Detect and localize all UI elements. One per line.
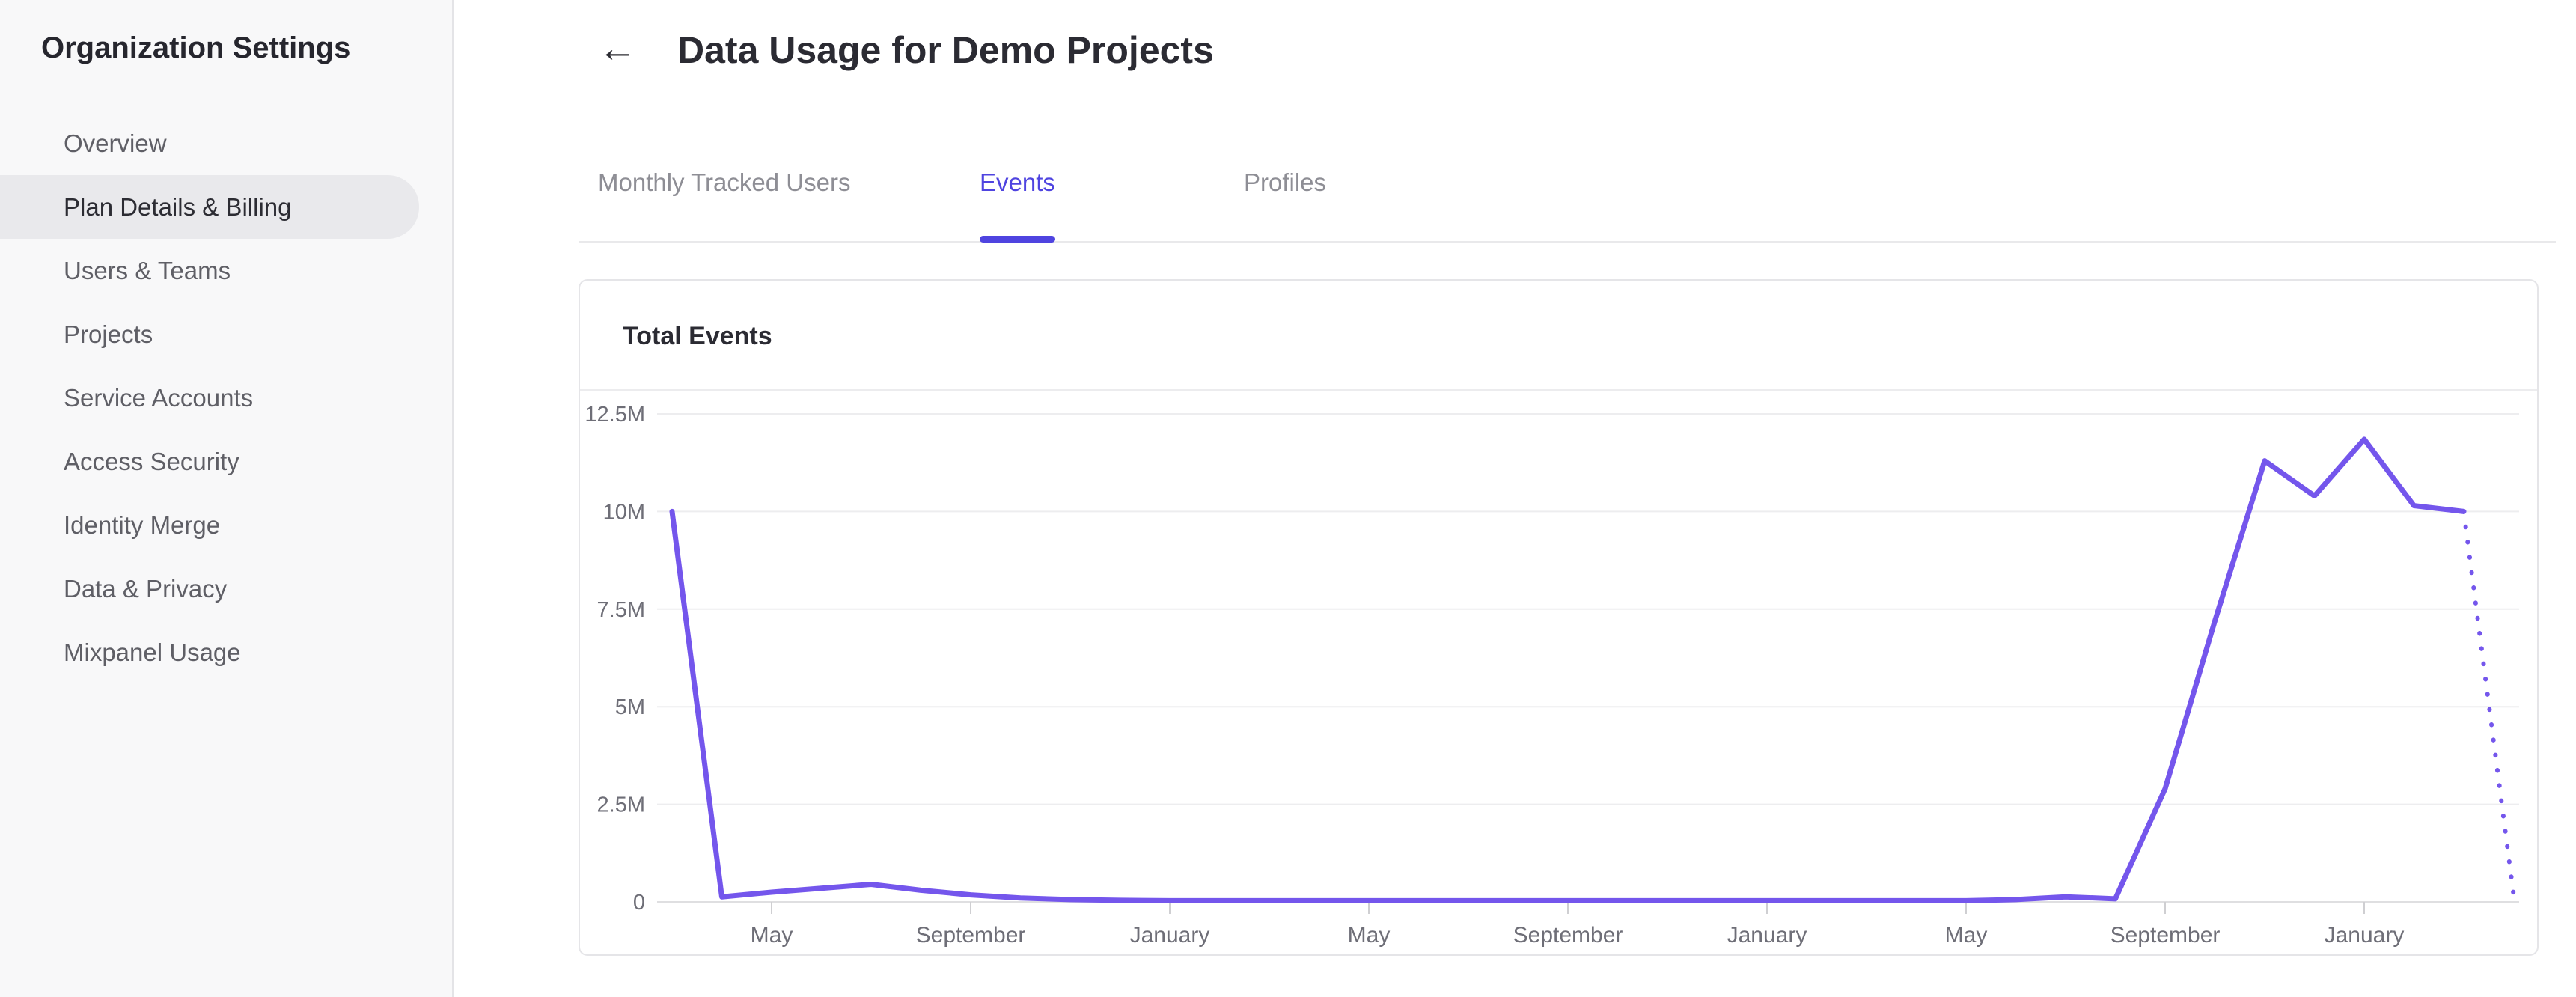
sidebar-item-users-teams[interactable]: Users & Teams: [64, 257, 231, 284]
y-axis-label: 7.5M: [597, 598, 645, 622]
sidebar-title: Organization Settings: [41, 31, 351, 64]
usage-card: Total Events 0 2.5M 5M 7.5M 10M 12.5M May Septe…: [579, 279, 2539, 956]
x-axis-label: January: [2325, 923, 2405, 948]
total-events-projection-line: [2461, 509, 2516, 897]
x-axis-label: January: [1727, 923, 1807, 948]
sidebar-item-service-accounts[interactable]: Service Accounts: [64, 384, 254, 412]
sidebar: Organization Settings Overview Plan Detai…: [0, 0, 454, 997]
y-axis-label: 0: [633, 891, 645, 915]
back-arrow-icon[interactable]: ←: [598, 27, 637, 70]
x-axis-label: January: [1130, 923, 1210, 948]
sidebar-item-projects[interactable]: Projects: [64, 320, 153, 348]
x-axis-label: May: [751, 923, 793, 948]
y-axis-label: 5M: [615, 695, 645, 719]
events-chart: 0 2.5M 5M 7.5M 10M 12.5M May September January Ma…: [585, 403, 2519, 948]
tab-profiles[interactable]: Profiles: [1244, 168, 1327, 196]
page-title: Data Usage for Demo Projects: [677, 29, 1214, 71]
x-axis-label: September: [2110, 923, 2221, 948]
x-axis-label: May: [1945, 923, 1988, 948]
y-axis-label: 12.5M: [585, 403, 645, 427]
sidebar-item-mixpanel-usage[interactable]: Mixpanel Usage: [64, 638, 241, 666]
sidebar-item-overview[interactable]: Overview: [64, 129, 167, 157]
sidebar-item-data-privacy[interactable]: Data & Privacy: [64, 575, 228, 603]
x-axis-label: May: [1348, 923, 1391, 948]
sidebar-nav: Overview Plan Details & Billing Users & Te…: [0, 112, 452, 684]
tab-bar: Monthly Tracked Users Events Profiles: [579, 150, 2556, 243]
usage-card-header: Total Events: [580, 281, 2537, 391]
x-axis-label: September: [916, 923, 1026, 948]
card-title: Total Events: [623, 322, 772, 350]
total-events-line: [669, 436, 2467, 903]
tab-events[interactable]: Events: [980, 168, 1055, 243]
y-axis-label: 10M: [603, 500, 645, 524]
tab-monthly-tracked-users[interactable]: Monthly Tracked Users: [598, 168, 851, 196]
x-axis-label: September: [1513, 923, 1623, 948]
y-axis-label: 2.5M: [597, 793, 645, 817]
sidebar-item-plan-details-billing[interactable]: Plan Details & Billing: [0, 175, 419, 239]
sidebar-item-access-security[interactable]: Access Security: [64, 448, 239, 475]
sidebar-item-identity-merge[interactable]: Identity Merge: [64, 511, 221, 539]
